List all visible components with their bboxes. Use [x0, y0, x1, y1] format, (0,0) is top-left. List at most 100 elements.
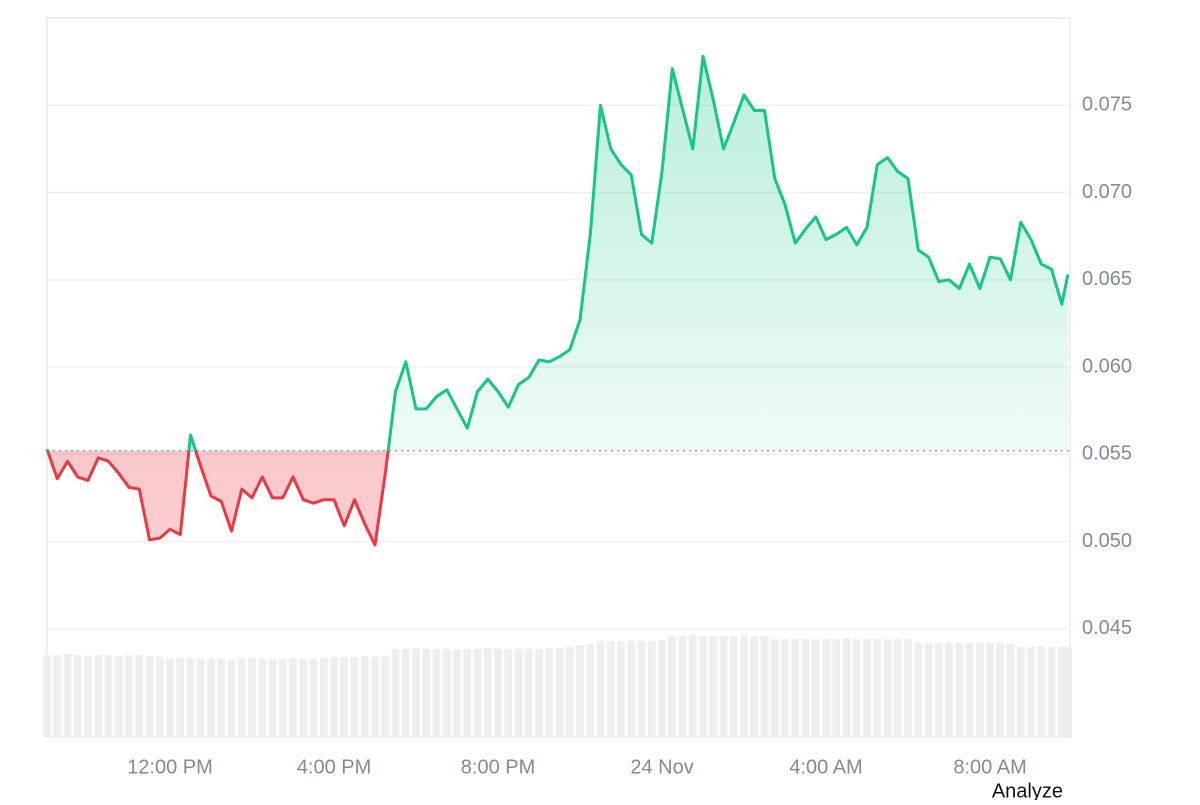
volume-bar [391, 649, 400, 737]
volume-bar [268, 659, 277, 737]
volume-bar [852, 639, 861, 737]
volume-bar [330, 657, 338, 737]
volume-bar [565, 647, 574, 737]
volume-bar [729, 636, 738, 737]
x-tick-label: 12:00 PM [127, 756, 213, 778]
price-area [47, 56, 1068, 546]
volume-bar [453, 650, 461, 737]
volume-bar [535, 649, 543, 737]
y-tick-label: 0.060 [1082, 355, 1132, 377]
volume-bar [196, 659, 205, 737]
volume-bar [463, 649, 472, 737]
volume-bar [381, 656, 390, 737]
volume-bar [842, 638, 851, 737]
volume-bar [360, 656, 369, 737]
volume-bar [996, 643, 1005, 737]
volume-bar [514, 649, 523, 737]
volume-bar [432, 649, 441, 737]
volume-bar [401, 649, 410, 737]
y-tick-label: 0.055 [1082, 443, 1132, 465]
volume-bar [975, 643, 984, 737]
price-line [45, 54, 1070, 547]
volume-bar [822, 639, 830, 737]
volume-bar [1058, 647, 1066, 737]
volume-bar [863, 639, 871, 737]
volume-bar [801, 639, 810, 737]
y-tick-label: 0.050 [1082, 530, 1132, 552]
volume-bar [524, 649, 533, 737]
y-tick-label: 0.065 [1082, 268, 1132, 290]
volume-bar [781, 639, 789, 737]
volume-bar [258, 659, 267, 737]
volume-bar [84, 656, 92, 737]
volume-bar [740, 635, 748, 737]
volume-bar [617, 641, 625, 737]
x-tick-label: 24 Nov [630, 756, 693, 778]
volume-bar [473, 649, 482, 737]
volume-bar [442, 649, 451, 737]
analyze-link[interactable]: Analyze [992, 780, 1063, 802]
volume-bar [893, 639, 902, 737]
volume-bar [1016, 647, 1025, 737]
volume-bar [760, 636, 769, 737]
volume-bar [699, 636, 707, 737]
volume-bar [914, 643, 923, 737]
volume-bar [422, 649, 431, 737]
volume-bar [53, 655, 62, 737]
volume-bar [832, 639, 841, 737]
volume-bar [934, 643, 943, 737]
volume-bar [217, 659, 226, 737]
volume-bar [155, 657, 164, 737]
volume-bar [207, 659, 215, 737]
volume-bar [637, 641, 646, 737]
volume-bar [135, 655, 144, 737]
volume-bar [104, 655, 113, 737]
volume-bar [340, 657, 349, 737]
volume-bar [186, 658, 195, 737]
volume-bar [647, 641, 656, 737]
volume-bar [125, 655, 133, 737]
y-tick-label: 0.075 [1082, 94, 1132, 116]
x-tick-label: 8:00 AM [953, 756, 1026, 778]
volume-bar [43, 655, 51, 737]
volume-bar [176, 658, 185, 737]
volume-bar [166, 659, 174, 737]
volume-bar [965, 643, 974, 737]
volume-bar [688, 635, 697, 737]
volume-bar [483, 648, 492, 737]
volume-bar [1027, 647, 1035, 737]
volume-bar [1047, 647, 1056, 737]
x-tick-label: 4:00 AM [789, 756, 862, 778]
volume-bar [63, 654, 72, 737]
x-tick-label: 8:00 PM [461, 756, 535, 778]
volume-bar [627, 641, 636, 737]
volume-bar [494, 649, 502, 737]
volume-bar [986, 643, 994, 737]
volume-bar [586, 644, 595, 737]
volume-bar [227, 660, 236, 737]
volume-bar [1037, 646, 1046, 737]
volume-bar [145, 656, 154, 737]
y-tick-label: 0.070 [1082, 181, 1132, 203]
volume-bar [1064, 647, 1072, 737]
volume-bar [309, 659, 318, 737]
volume-bar [596, 641, 605, 737]
volume-bar [278, 659, 287, 737]
y-tick-label: 0.045 [1082, 617, 1132, 639]
volume-bar [678, 636, 687, 737]
volume-bar [904, 639, 912, 737]
volume-bar [237, 659, 246, 737]
volume-bar [955, 643, 964, 737]
volume-bar [73, 655, 82, 737]
volume-bar [94, 655, 103, 737]
volume-bar [350, 657, 359, 737]
volume-bar [709, 636, 718, 737]
volume-bar [319, 658, 328, 737]
volume-bar [770, 639, 779, 737]
volume-bar [811, 639, 820, 737]
volume-bar [873, 639, 882, 737]
volume-bar [668, 636, 677, 737]
volume-bar [412, 648, 420, 737]
volume-bar [371, 657, 379, 737]
